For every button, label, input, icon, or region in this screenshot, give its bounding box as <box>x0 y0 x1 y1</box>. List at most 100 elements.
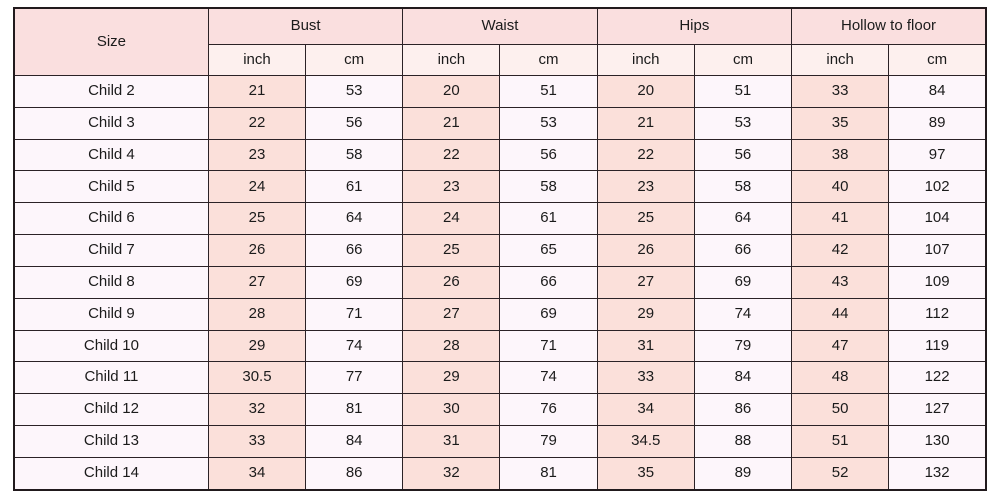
cell-hollow-inch: 52 <box>791 456 890 491</box>
cell-hollow-cm: 97 <box>888 138 987 172</box>
cell-waist-inch: 24 <box>402 202 501 236</box>
cell-waist-inch: 28 <box>402 329 501 363</box>
cell-bust-cm: 74 <box>305 329 404 363</box>
cell-waist-cm: 74 <box>499 361 598 395</box>
cell-bust-cm: 84 <box>305 424 404 458</box>
cell-hips-inch: 34.5 <box>596 424 695 458</box>
table-row: Child 2 21 53 20 51 20 51 33 84 <box>13 75 987 108</box>
cell-hips-cm: 56 <box>693 138 793 172</box>
cell-waist-cm: 51 <box>499 75 598 108</box>
cell-hollow-cm: 122 <box>888 361 987 395</box>
cell-size: Child 7 <box>13 234 209 267</box>
cell-size: Child 6 <box>13 202 209 236</box>
cell-waist-inch: 20 <box>402 75 501 108</box>
cell-bust-inch: 28 <box>207 297 307 331</box>
cell-hollow-cm: 119 <box>888 329 987 363</box>
cell-bust-cm: 64 <box>305 202 404 236</box>
cell-hips-cm: 86 <box>693 393 793 426</box>
cell-bust-cm: 77 <box>305 361 404 395</box>
cell-hips-cm: 64 <box>693 202 793 236</box>
cell-hips-cm: 88 <box>693 424 793 458</box>
cell-hips-inch: 27 <box>596 265 695 299</box>
cell-hips-cm: 51 <box>693 75 793 108</box>
cell-waist-cm: 53 <box>499 106 598 140</box>
cell-waist-inch: 30 <box>402 393 501 426</box>
table-body: Child 2 21 53 20 51 20 51 33 84 Child 3 22 56 21 53 21… <box>13 75 987 491</box>
cell-hips-inch: 31 <box>596 329 695 363</box>
cell-size: Child 2 <box>13 75 209 108</box>
cell-bust-cm: 71 <box>305 297 404 331</box>
cell-hollow-cm: 132 <box>888 456 987 491</box>
unit-header-hips-cm: cm <box>693 44 793 76</box>
cell-waist-inch: 32 <box>402 456 501 491</box>
cell-size: Child 4 <box>13 138 209 172</box>
cell-hips-cm: 84 <box>693 361 793 395</box>
cell-bust-inch: 22 <box>207 106 307 140</box>
cell-waist-cm: 56 <box>499 138 598 172</box>
cell-bust-inch: 25 <box>207 202 307 236</box>
cell-hips-cm: 89 <box>693 456 793 491</box>
cell-waist-cm: 58 <box>499 170 598 204</box>
cell-hollow-inch: 41 <box>791 202 890 236</box>
cell-hips-inch: 33 <box>596 361 695 395</box>
column-header-size: Size <box>13 7 209 76</box>
cell-bust-inch: 34 <box>207 456 307 491</box>
unit-header-hips-inch: inch <box>596 44 695 76</box>
cell-waist-cm: 69 <box>499 297 598 331</box>
column-group-header-hollow-to-floor: Hollow to floor <box>791 7 987 45</box>
cell-hips-inch: 22 <box>596 138 695 172</box>
cell-waist-cm: 81 <box>499 456 598 491</box>
table-row: Child 13 33 84 31 79 34.5 88 51 130 <box>13 424 987 458</box>
cell-waist-cm: 71 <box>499 329 598 363</box>
cell-hollow-inch: 40 <box>791 170 890 204</box>
table-header: Size Bust Waist Hips Hollow to floor inc… <box>13 7 987 76</box>
cell-bust-inch: 26 <box>207 234 307 267</box>
unit-header-bust-inch: inch <box>207 44 307 76</box>
cell-bust-cm: 61 <box>305 170 404 204</box>
cell-hollow-inch: 47 <box>791 329 890 363</box>
cell-hollow-inch: 48 <box>791 361 890 395</box>
cell-hollow-inch: 51 <box>791 424 890 458</box>
table-row: Child 14 34 86 32 81 35 89 52 132 <box>13 456 987 491</box>
unit-header-hollow-cm: cm <box>888 44 987 76</box>
cell-size: Child 13 <box>13 424 209 458</box>
cell-bust-cm: 58 <box>305 138 404 172</box>
cell-bust-inch: 30.5 <box>207 361 307 395</box>
cell-size: Child 8 <box>13 265 209 299</box>
table-row: Child 5 24 61 23 58 23 58 40 102 <box>13 170 987 204</box>
cell-hips-inch: 25 <box>596 202 695 236</box>
cell-size: Child 3 <box>13 106 209 140</box>
table-row: Child 4 23 58 22 56 22 56 38 97 <box>13 138 987 172</box>
cell-size: Child 9 <box>13 297 209 331</box>
header-row-units: inch cm inch cm inch cm inch cm <box>14 44 987 76</box>
cell-hips-cm: 53 <box>693 106 793 140</box>
cell-waist-inch: 31 <box>402 424 501 458</box>
cell-hips-cm: 74 <box>693 297 793 331</box>
unit-header-hollow-inch: inch <box>791 44 890 76</box>
cell-hollow-cm: 84 <box>888 75 987 108</box>
header-row-groups: Size Bust Waist Hips Hollow to floor <box>13 7 987 76</box>
cell-bust-inch: 23 <box>207 138 307 172</box>
cell-bust-inch: 27 <box>207 265 307 299</box>
cell-hips-inch: 20 <box>596 75 695 108</box>
cell-hips-inch: 23 <box>596 170 695 204</box>
cell-waist-inch: 23 <box>402 170 501 204</box>
cell-waist-cm: 76 <box>499 393 598 426</box>
cell-bust-cm: 86 <box>305 456 404 491</box>
cell-hips-cm: 79 <box>693 329 793 363</box>
cell-hollow-cm: 112 <box>888 297 987 331</box>
cell-waist-inch: 22 <box>402 138 501 172</box>
cell-waist-cm: 61 <box>499 202 598 236</box>
cell-hips-inch: 29 <box>596 297 695 331</box>
cell-size: Child 11 <box>13 361 209 395</box>
cell-bust-inch: 21 <box>207 75 307 108</box>
cell-hollow-inch: 35 <box>791 106 890 140</box>
cell-hips-inch: 34 <box>596 393 695 426</box>
unit-header-waist-cm: cm <box>499 44 598 76</box>
cell-hollow-cm: 109 <box>888 265 987 299</box>
cell-bust-cm: 66 <box>305 234 404 267</box>
table-row: Child 3 22 56 21 53 21 53 35 89 <box>13 106 987 140</box>
cell-hollow-inch: 42 <box>791 234 890 267</box>
cell-hips-inch: 21 <box>596 106 695 140</box>
cell-size: Child 14 <box>13 456 209 491</box>
